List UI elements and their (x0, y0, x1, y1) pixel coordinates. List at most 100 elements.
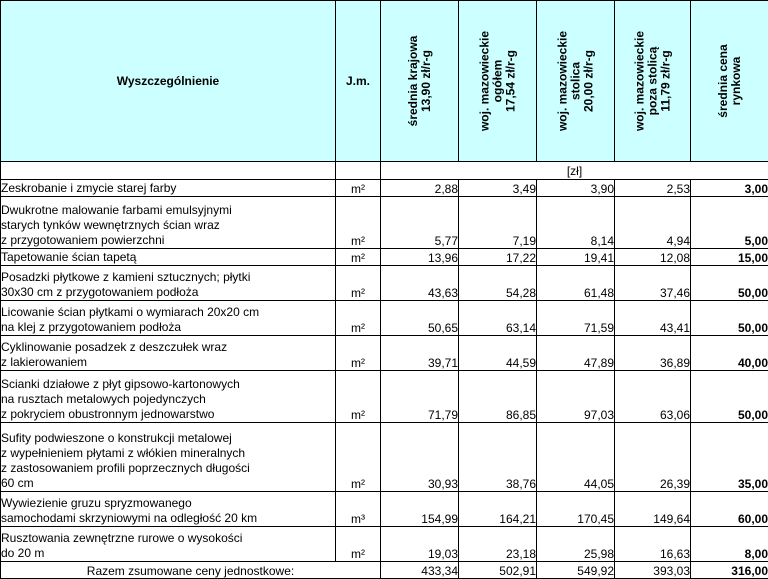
price-cell: 71,79 (381, 371, 459, 423)
price-cell: 23,18 (459, 527, 537, 562)
description-line: Posadzki płytkowe z kamieni sztucznych; … (1, 270, 335, 285)
unit-cell: m² (336, 266, 381, 301)
price-cell: 50,00 (691, 371, 768, 423)
price-cell: 36,89 (615, 336, 691, 371)
unit-cell: m² (336, 301, 381, 336)
price-cell: 15,00 (691, 249, 768, 266)
description-line: 30x30 cm z przygotowaniem podłoża (1, 285, 335, 300)
price-cell: 8,14 (537, 197, 615, 249)
description-line: na rusztach metalowych pojedynczych (1, 392, 335, 407)
price-cell: 3,90 (537, 180, 615, 197)
table-row: Sufity podwieszone o konstrukcji metalow… (1, 423, 768, 492)
price-cell: 7,19 (459, 197, 537, 249)
price-cell: 4,94 (615, 197, 691, 249)
description-line: do 20 m (1, 546, 335, 561)
header-text: 11,79 zł/r-g (659, 31, 672, 131)
price-cell: 2,88 (381, 180, 459, 197)
header-mazowieckie-capital: woj. mazowieckie stolica 20,00 zł/r-g (537, 1, 615, 162)
header-mazowieckie-outside-capital: woj. mazowieckie poza stolicą 11,79 zł/r… (615, 1, 691, 162)
price-cell: 61,48 (537, 266, 615, 301)
price-cell: 5,00 (691, 197, 768, 249)
price-cell: 149,64 (615, 492, 691, 527)
description-line: z pokryciem obustronnym jednowarstwo (1, 407, 335, 422)
description-line: Wywiezienie gruzu spryzmowanego (1, 496, 335, 511)
description-line: 60 cm (1, 476, 335, 491)
price-cell: 43,41 (615, 301, 691, 336)
header-mazowieckie-total: woj. mazowieckie ogółem 17,54 zł/r-g (459, 1, 537, 162)
blank-cell (336, 162, 381, 180)
price-cell: 60,00 (691, 492, 768, 527)
price-cell: 16,63 (615, 527, 691, 562)
table-row: Posadzki płytkowe z kamieni sztucznych; … (1, 266, 768, 301)
price-cell: 37,46 (615, 266, 691, 301)
header-national-average: średnia krajowa 13,90 zł/r-g (381, 1, 459, 162)
price-cell: 35,00 (691, 423, 768, 492)
header-text: średnia cena (717, 44, 730, 117)
description-line: Tapetowanie ścian tapetą (1, 250, 335, 265)
price-cell: 25,98 (537, 527, 615, 562)
item-description: Licowanie ścian płytkami o wymiarach 20x… (1, 301, 336, 336)
price-cell: 3,49 (459, 180, 537, 197)
price-cell: 50,00 (691, 301, 768, 336)
unit-cell: m² (336, 249, 381, 266)
price-cell: 26,39 (615, 423, 691, 492)
header-text: 13,90 zł/r-g (420, 36, 433, 127)
price-cell: 43,63 (381, 266, 459, 301)
description-line: z zastosowaniem profili poprzecznych dłu… (1, 461, 335, 476)
description-line: samochodami skrzyniowymi na odległość 20… (1, 511, 335, 526)
description-line: z wypełnieniem płytami z włókien mineral… (1, 446, 335, 461)
table-row: Scianki działowe z płyt gipsowo-kartonow… (1, 371, 768, 423)
description-line: starych tynków wewnętrznych ścian wraz (1, 218, 335, 233)
header-market-price: średnia cena rynkowa (691, 1, 768, 162)
unit-cell: m² (336, 197, 381, 249)
item-description: Tapetowanie ścian tapetą (1, 249, 336, 266)
header-text: stolica (569, 31, 582, 131)
item-description: Sufity podwieszone o konstrukcji metalow… (1, 423, 336, 492)
unit-cell: m² (336, 180, 381, 197)
price-cell: 17,22 (459, 249, 537, 266)
description-line: z lakierowaniem (1, 355, 335, 370)
price-cell: 8,00 (691, 527, 768, 562)
price-cell: 40,00 (691, 336, 768, 371)
price-cell: 54,28 (459, 266, 537, 301)
header-text: 20,00 zł/r-g (582, 31, 595, 131)
table-row: Rusztowania zewnętrzne rurowe o wysokośc… (1, 527, 768, 562)
price-cell: 44,59 (459, 336, 537, 371)
header-unit: J.m. (336, 1, 381, 162)
header-text: poza stolicą (646, 31, 659, 131)
header-text: woj. mazowieckie (478, 31, 491, 131)
unit-cell: m² (336, 336, 381, 371)
unit-cell: m² (336, 371, 381, 423)
price-cell: 71,59 (537, 301, 615, 336)
table-row: Licowanie ścian płytkami o wymiarach 20x… (1, 301, 768, 336)
price-cell: 5,77 (381, 197, 459, 249)
description-line: Dwukrotne malowanie farbami emulsyjnymi (1, 203, 335, 218)
header-text: ogółem (491, 31, 504, 131)
price-cell: 2,53 (615, 180, 691, 197)
price-cell: 12,08 (615, 249, 691, 266)
price-cell: 63,14 (459, 301, 537, 336)
header-text: rynkowa (730, 44, 743, 117)
price-cell: 47,89 (537, 336, 615, 371)
price-cell: 63,06 (615, 371, 691, 423)
price-cell: 19,03 (381, 527, 459, 562)
item-description: Rusztowania zewnętrzne rurowe o wysokośc… (1, 527, 336, 562)
unit-cell: m² (336, 423, 381, 492)
description-line: Sufity podwieszone o konstrukcji metalow… (1, 431, 335, 446)
header-description: Wyszczególnienie (1, 1, 336, 162)
price-cell: 50,00 (691, 266, 768, 301)
header-text: średnia krajowa (407, 36, 420, 127)
item-description: Posadzki płytkowe z kamieni sztucznych; … (1, 266, 336, 301)
unit-cell: m³ (336, 492, 381, 527)
price-cell: 13,96 (381, 249, 459, 266)
price-cell: 44,05 (537, 423, 615, 492)
unit-band-row: [zł] (1, 162, 768, 180)
price-cell: 97,03 (537, 371, 615, 423)
unit-cell: m² (336, 527, 381, 562)
